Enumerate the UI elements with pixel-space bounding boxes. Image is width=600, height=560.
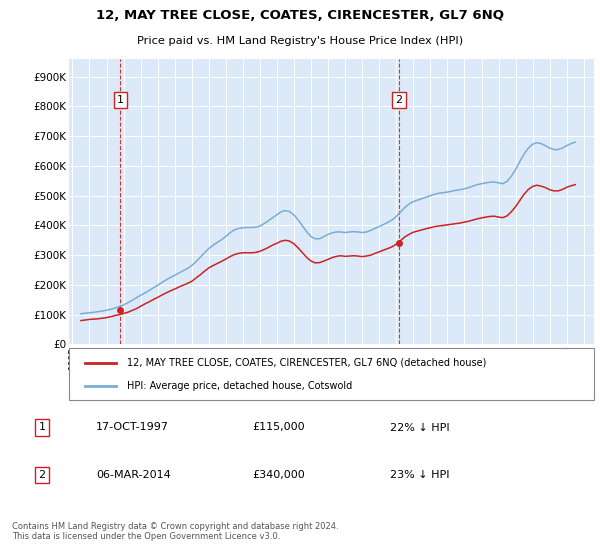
Text: £340,000: £340,000	[252, 470, 305, 480]
Text: 23% ↓ HPI: 23% ↓ HPI	[390, 470, 449, 480]
Text: HPI: Average price, detached house, Cotswold: HPI: Average price, detached house, Cots…	[127, 381, 352, 391]
Text: 2: 2	[38, 470, 46, 480]
Text: 1: 1	[38, 422, 46, 432]
Text: 22% ↓ HPI: 22% ↓ HPI	[390, 422, 449, 432]
Text: 12, MAY TREE CLOSE, COATES, CIRENCESTER, GL7 6NQ: 12, MAY TREE CLOSE, COATES, CIRENCESTER,…	[96, 9, 504, 22]
Text: 1: 1	[116, 95, 124, 105]
Text: 2: 2	[395, 95, 403, 105]
Text: 17-OCT-1997: 17-OCT-1997	[96, 422, 169, 432]
Text: Price paid vs. HM Land Registry's House Price Index (HPI): Price paid vs. HM Land Registry's House …	[137, 36, 463, 46]
Text: 12, MAY TREE CLOSE, COATES, CIRENCESTER, GL7 6NQ (detached house): 12, MAY TREE CLOSE, COATES, CIRENCESTER,…	[127, 358, 486, 368]
Text: Contains HM Land Registry data © Crown copyright and database right 2024.
This d: Contains HM Land Registry data © Crown c…	[12, 522, 338, 542]
Text: £115,000: £115,000	[252, 422, 305, 432]
Text: 06-MAR-2014: 06-MAR-2014	[96, 470, 171, 480]
FancyBboxPatch shape	[69, 348, 594, 400]
